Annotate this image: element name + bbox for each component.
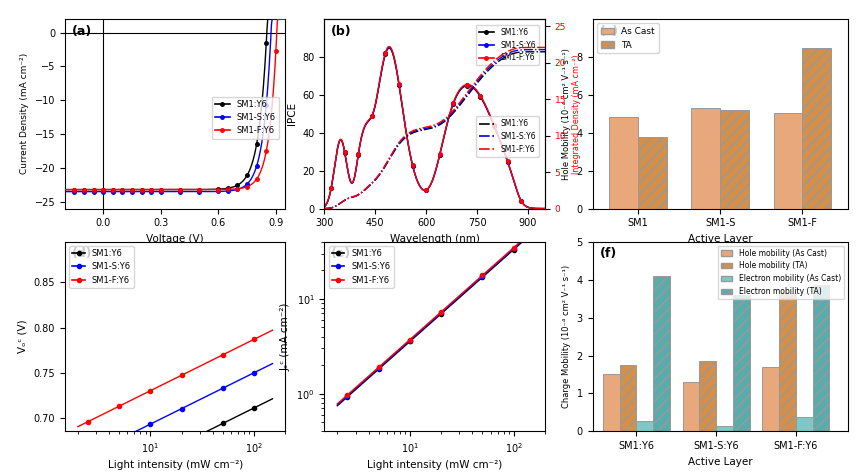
Y-axis label: Integrated Density (mA cm⁻²): Integrated Density (mA cm⁻²) [572, 54, 580, 173]
Legend: SM1:Y6, SM1-S:Y6, SM1-F:Y6: SM1:Y6, SM1-S:Y6, SM1-F:Y6 [476, 116, 539, 157]
X-axis label: Active Layer: Active Layer [688, 234, 753, 244]
Bar [682, 382, 700, 431]
X-axis label: Active Layer: Active Layer [688, 456, 753, 466]
Text: (f): (f) [600, 247, 618, 260]
Bar [779, 293, 796, 431]
Legend: SM1:Y6, SM1-S:Y6, SM1-F:Y6: SM1:Y6, SM1-S:Y6, SM1-F:Y6 [212, 97, 279, 138]
Legend: SM1:Y6, SM1-S:Y6, SM1-F:Y6: SM1:Y6, SM1-S:Y6, SM1-F:Y6 [69, 246, 134, 288]
Bar [691, 108, 720, 209]
Legend: As Cast, TA: As Cast, TA [597, 24, 658, 53]
Y-axis label: Current Density (mA cm⁻²): Current Density (mA cm⁻²) [20, 53, 29, 174]
Y-axis label: Hole Mobility (10⁻⁴ cm² V⁻¹ s⁻¹): Hole Mobility (10⁻⁴ cm² V⁻¹ s⁻¹) [562, 48, 571, 180]
Bar [796, 417, 812, 431]
Bar [803, 48, 831, 209]
Bar [773, 113, 803, 209]
X-axis label: Wavelength (nm): Wavelength (nm) [390, 234, 479, 244]
Y-axis label: Jₒᶜ (mA cm⁻²): Jₒᶜ (mA cm⁻²) [281, 302, 291, 371]
X-axis label: Light intensity (mW cm⁻²): Light intensity (mW cm⁻²) [367, 460, 503, 470]
Bar [812, 285, 830, 431]
Bar [700, 361, 716, 431]
Legend: Hole mobility (As Cast), Hole mobility (TA), Electron mobility (As Cast), Electr: Hole mobility (As Cast), Hole mobility (… [718, 246, 844, 299]
X-axis label: Light intensity (mW cm⁻²): Light intensity (mW cm⁻²) [107, 460, 243, 470]
Bar [638, 137, 667, 209]
Text: (a): (a) [72, 25, 92, 37]
X-axis label: Voltage (V): Voltage (V) [146, 234, 204, 244]
Bar [720, 110, 749, 209]
Bar [619, 365, 637, 431]
Text: (d): (d) [72, 247, 92, 260]
Bar [637, 421, 653, 431]
Bar [609, 117, 638, 209]
Y-axis label: Vₒᶜ (V): Vₒᶜ (V) [18, 320, 28, 353]
Bar [762, 367, 779, 431]
Legend: SM1:Y6, SM1-S:Y6, SM1-F:Y6: SM1:Y6, SM1-S:Y6, SM1-F:Y6 [329, 246, 394, 288]
Y-axis label: Charge Mobility (10⁻⁴ cm² V⁻¹ s⁻¹): Charge Mobility (10⁻⁴ cm² V⁻¹ s⁻¹) [562, 265, 571, 408]
Text: (e): (e) [331, 247, 351, 260]
Y-axis label: IPCE: IPCE [286, 102, 297, 125]
Bar [603, 374, 619, 431]
Bar [653, 276, 670, 431]
Text: (c): (c) [600, 25, 619, 37]
Bar [716, 426, 733, 431]
Text: (b): (b) [331, 25, 351, 37]
Bar [733, 295, 750, 431]
